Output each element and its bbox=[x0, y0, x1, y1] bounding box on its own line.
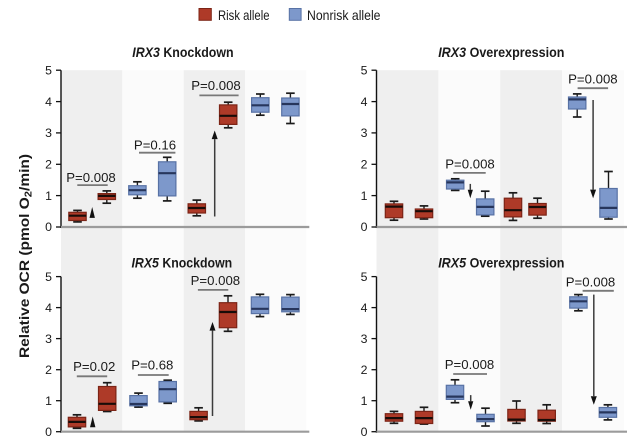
svg-text:4: 4 bbox=[45, 95, 52, 109]
svg-text:P=0.008: P=0.008 bbox=[191, 78, 241, 93]
svg-text:IRX3 Overexpression: IRX3 Overexpression bbox=[438, 45, 564, 60]
svg-text:3: 3 bbox=[45, 126, 52, 140]
svg-text:4: 4 bbox=[45, 301, 52, 315]
svg-text:0: 0 bbox=[45, 220, 52, 234]
svg-text:P=0.008: P=0.008 bbox=[566, 274, 616, 289]
svg-text:P=0.008: P=0.008 bbox=[445, 357, 495, 372]
svg-text:2: 2 bbox=[361, 158, 368, 172]
svg-text:2: 2 bbox=[45, 158, 52, 172]
svg-text:3: 3 bbox=[361, 332, 368, 346]
svg-text:Nonrisk allele: Nonrisk allele bbox=[307, 8, 381, 23]
svg-text:1: 1 bbox=[45, 394, 52, 408]
svg-text:P=0.008: P=0.008 bbox=[445, 157, 495, 172]
svg-text:4: 4 bbox=[361, 301, 368, 315]
svg-text:IRX3 Knockdown: IRX3 Knockdown bbox=[132, 45, 233, 60]
svg-text:P=0.16: P=0.16 bbox=[134, 137, 176, 152]
svg-text:P=0.02: P=0.02 bbox=[73, 359, 115, 374]
svg-text:P=0.68: P=0.68 bbox=[131, 358, 173, 373]
svg-text:0: 0 bbox=[45, 425, 52, 439]
svg-text:IRX5 Knockdown: IRX5 Knockdown bbox=[132, 256, 233, 271]
svg-text:3: 3 bbox=[361, 126, 368, 140]
svg-text:2: 2 bbox=[45, 363, 52, 377]
svg-text:Risk allele: Risk allele bbox=[218, 8, 270, 23]
svg-text:1: 1 bbox=[361, 189, 368, 203]
svg-text:1: 1 bbox=[361, 394, 368, 408]
svg-text:P=0.008: P=0.008 bbox=[191, 273, 241, 288]
svg-text:Relative OCR (pmol O2/min): Relative OCR (pmol O2/min) bbox=[17, 154, 35, 358]
svg-text:0: 0 bbox=[361, 425, 368, 439]
svg-text:5: 5 bbox=[45, 270, 52, 284]
svg-text:IRX5 Overexpression: IRX5 Overexpression bbox=[438, 256, 564, 271]
svg-text:P=0.008: P=0.008 bbox=[568, 71, 618, 86]
svg-text:5: 5 bbox=[361, 63, 368, 77]
svg-text:2: 2 bbox=[361, 363, 368, 377]
svg-text:5: 5 bbox=[361, 270, 368, 284]
svg-text:1: 1 bbox=[45, 189, 52, 203]
svg-text:4: 4 bbox=[361, 95, 368, 109]
svg-text:5: 5 bbox=[45, 63, 52, 77]
svg-text:0: 0 bbox=[361, 220, 368, 234]
svg-text:P=0.008: P=0.008 bbox=[66, 170, 116, 185]
svg-text:3: 3 bbox=[45, 332, 52, 346]
